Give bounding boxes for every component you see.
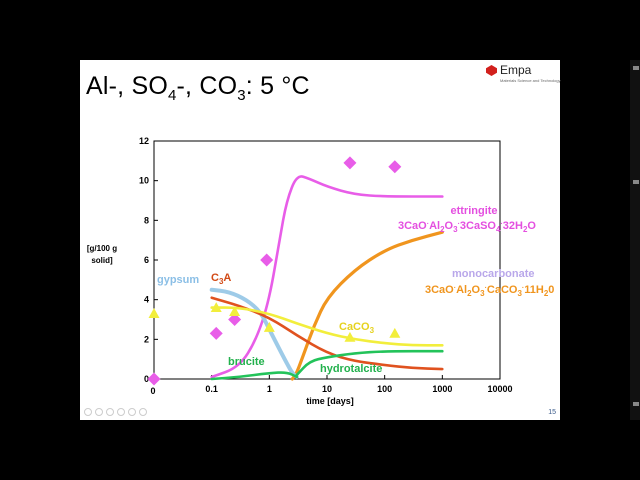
ettringite-marker xyxy=(228,313,242,326)
nav-next-button[interactable] xyxy=(95,408,103,416)
y-tick-label: 0 xyxy=(144,374,149,384)
nav-zoom-button[interactable] xyxy=(128,408,136,416)
ettringite-marker xyxy=(209,326,223,340)
slide-title: Al-, SO4-, CO3: 5 °C xyxy=(86,72,310,104)
caco3-marker xyxy=(210,302,222,312)
right-edge-strip xyxy=(630,60,640,420)
plot-frame xyxy=(153,140,501,380)
y-tick-label: 6 xyxy=(144,255,149,265)
nav-prev-button[interactable] xyxy=(84,408,92,416)
series-line-brucite xyxy=(210,371,299,381)
series-line-ettringite xyxy=(210,175,444,379)
series-line-caco3 xyxy=(210,306,444,347)
x-zero-label: 0 xyxy=(150,386,155,396)
series-line-c3a xyxy=(210,296,444,371)
slide-nav-controls[interactable] xyxy=(84,408,147,416)
label-hydrotalcite: hydrotalcite xyxy=(320,363,382,375)
ettringite-marker xyxy=(343,156,357,170)
ettringite-marker xyxy=(147,372,161,386)
nav-grid-button[interactable] xyxy=(117,408,125,416)
x-tick-label: 1000 xyxy=(432,384,452,394)
x-tick-label: 100 xyxy=(377,384,392,394)
caco3-marker xyxy=(148,308,160,318)
series-line-hydrotalcite xyxy=(295,349,444,377)
label-c3a: C3A xyxy=(211,272,231,286)
y-tick-label: 8 xyxy=(144,215,149,225)
series-line-monocarbonate xyxy=(290,230,444,381)
x-tick-label: 10000 xyxy=(487,384,512,394)
logo-tagline: Materials Science and Technology xyxy=(500,78,561,83)
chart-lines xyxy=(209,175,444,381)
x-tick-label: 10 xyxy=(322,384,332,394)
nav-more-button[interactable] xyxy=(139,408,147,416)
y-tick-label: 12 xyxy=(139,136,149,146)
slide-number: 15 xyxy=(548,409,556,416)
strip-mark xyxy=(633,402,639,406)
label-brucite: brucite xyxy=(228,356,265,368)
label-monocarbonate: monocarbonate xyxy=(452,268,535,280)
caco3-marker xyxy=(389,327,401,338)
caco3-marker xyxy=(263,321,275,332)
caco3-marker xyxy=(344,331,356,342)
empa-logo-icon xyxy=(486,65,497,76)
strip-mark xyxy=(633,180,639,184)
label-caco3: CaCO3 xyxy=(339,321,375,335)
logo-text: Empa xyxy=(500,63,532,77)
label-ettringite: ettringite xyxy=(450,205,497,217)
label-gypsum: gypsum xyxy=(157,274,199,286)
chart-markers xyxy=(147,156,402,386)
label-monocarbonate-formula: 3CaO·Al2O3·CaCO3·11H20 xyxy=(425,284,554,298)
label-ettringite-formula: 3CaO·Al2O3·3CaSO4·32H2O xyxy=(398,220,536,234)
ettringite-marker xyxy=(260,253,274,267)
caco3-marker xyxy=(229,306,241,316)
x-axis-ticks: 0.1 1 10 100 1000 10000 xyxy=(205,375,513,394)
y-axis-label-line2: solid] xyxy=(91,256,113,265)
y-tick-label: 4 xyxy=(144,295,149,305)
y-axis-ticks: 0 2 4 6 8 10 12 xyxy=(139,136,158,384)
strip-mark xyxy=(633,66,639,70)
ettringite-marker xyxy=(388,160,402,174)
x-tick-label: 1 xyxy=(267,384,272,394)
x-tick-label: 0.1 xyxy=(205,384,218,394)
nav-pen-button[interactable] xyxy=(106,408,114,416)
y-tick-label: 10 xyxy=(139,176,149,186)
presentation-slide: Al-, SO4-, CO3: 5 °C Empa Materials Scie… xyxy=(80,60,561,420)
x-axis-label: time [days] xyxy=(306,396,354,406)
solid-phases-chart: 0 2 4 6 8 10 12 0.1 1 10 100 1000 10000 0 time [day… xyxy=(87,136,555,406)
y-axis-label-line1: [g/100 g xyxy=(87,244,117,253)
y-tick-label: 2 xyxy=(144,334,149,344)
